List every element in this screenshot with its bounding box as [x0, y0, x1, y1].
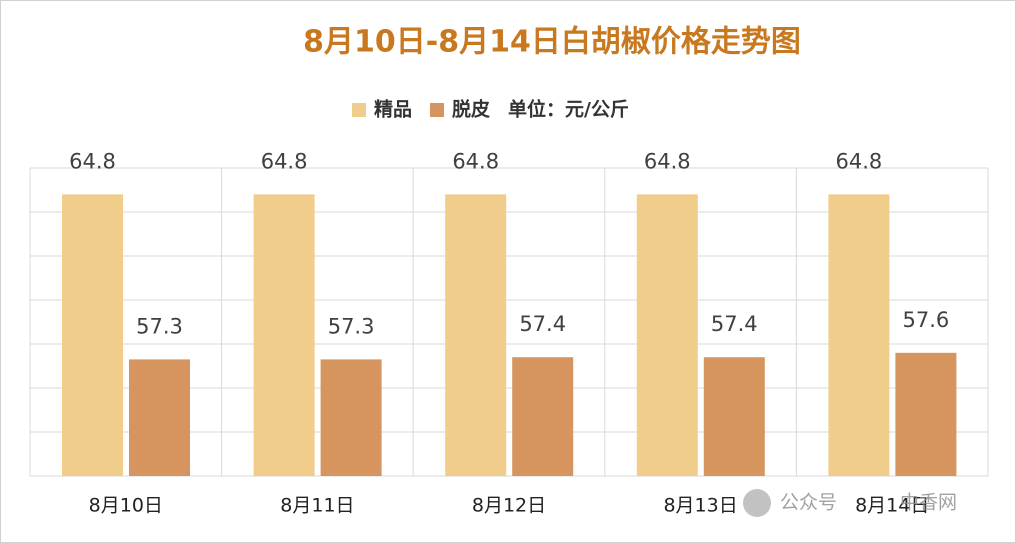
x-tick-label: 8月12日 — [472, 495, 546, 517]
bar — [512, 357, 574, 476]
x-tick-label: 8月13日 — [663, 495, 737, 517]
value-label: 64.8 — [644, 149, 691, 173]
legend-swatch — [430, 103, 444, 117]
watermark-text: 公众号 — [780, 492, 837, 514]
x-tick-label: 8月14日 — [855, 495, 929, 517]
legend-label: 精品 — [374, 98, 412, 121]
bar — [253, 194, 315, 476]
value-label: 64.8 — [836, 149, 883, 173]
chart-title: 8月10日-8月14日白胡椒价格走势图 — [303, 25, 801, 60]
value-label: 57.4 — [711, 312, 758, 336]
bar — [320, 359, 382, 476]
value-label: 57.3 — [136, 314, 183, 338]
watermark-text: 中香网 — [900, 492, 957, 514]
bar — [445, 194, 507, 476]
bar — [129, 359, 190, 476]
bar — [62, 194, 123, 476]
value-label: 64.8 — [261, 149, 308, 173]
x-tick-label: 8月11日 — [280, 495, 354, 517]
bar — [828, 194, 890, 476]
unit-note: 单位：元/公斤 — [508, 98, 629, 121]
value-label: 57.4 — [519, 312, 566, 336]
bar — [636, 194, 698, 476]
legend-swatch — [352, 103, 366, 117]
value-label: 64.8 — [69, 149, 116, 173]
value-label: 57.3 — [328, 314, 375, 338]
bar — [703, 357, 765, 476]
x-tick-label: 8月10日 — [89, 495, 163, 517]
legend-label: 脱皮 — [452, 98, 490, 121]
watermark-icon — [743, 489, 771, 517]
bar — [895, 352, 957, 476]
value-label: 64.8 — [452, 149, 499, 173]
value-label: 57.6 — [903, 308, 950, 332]
